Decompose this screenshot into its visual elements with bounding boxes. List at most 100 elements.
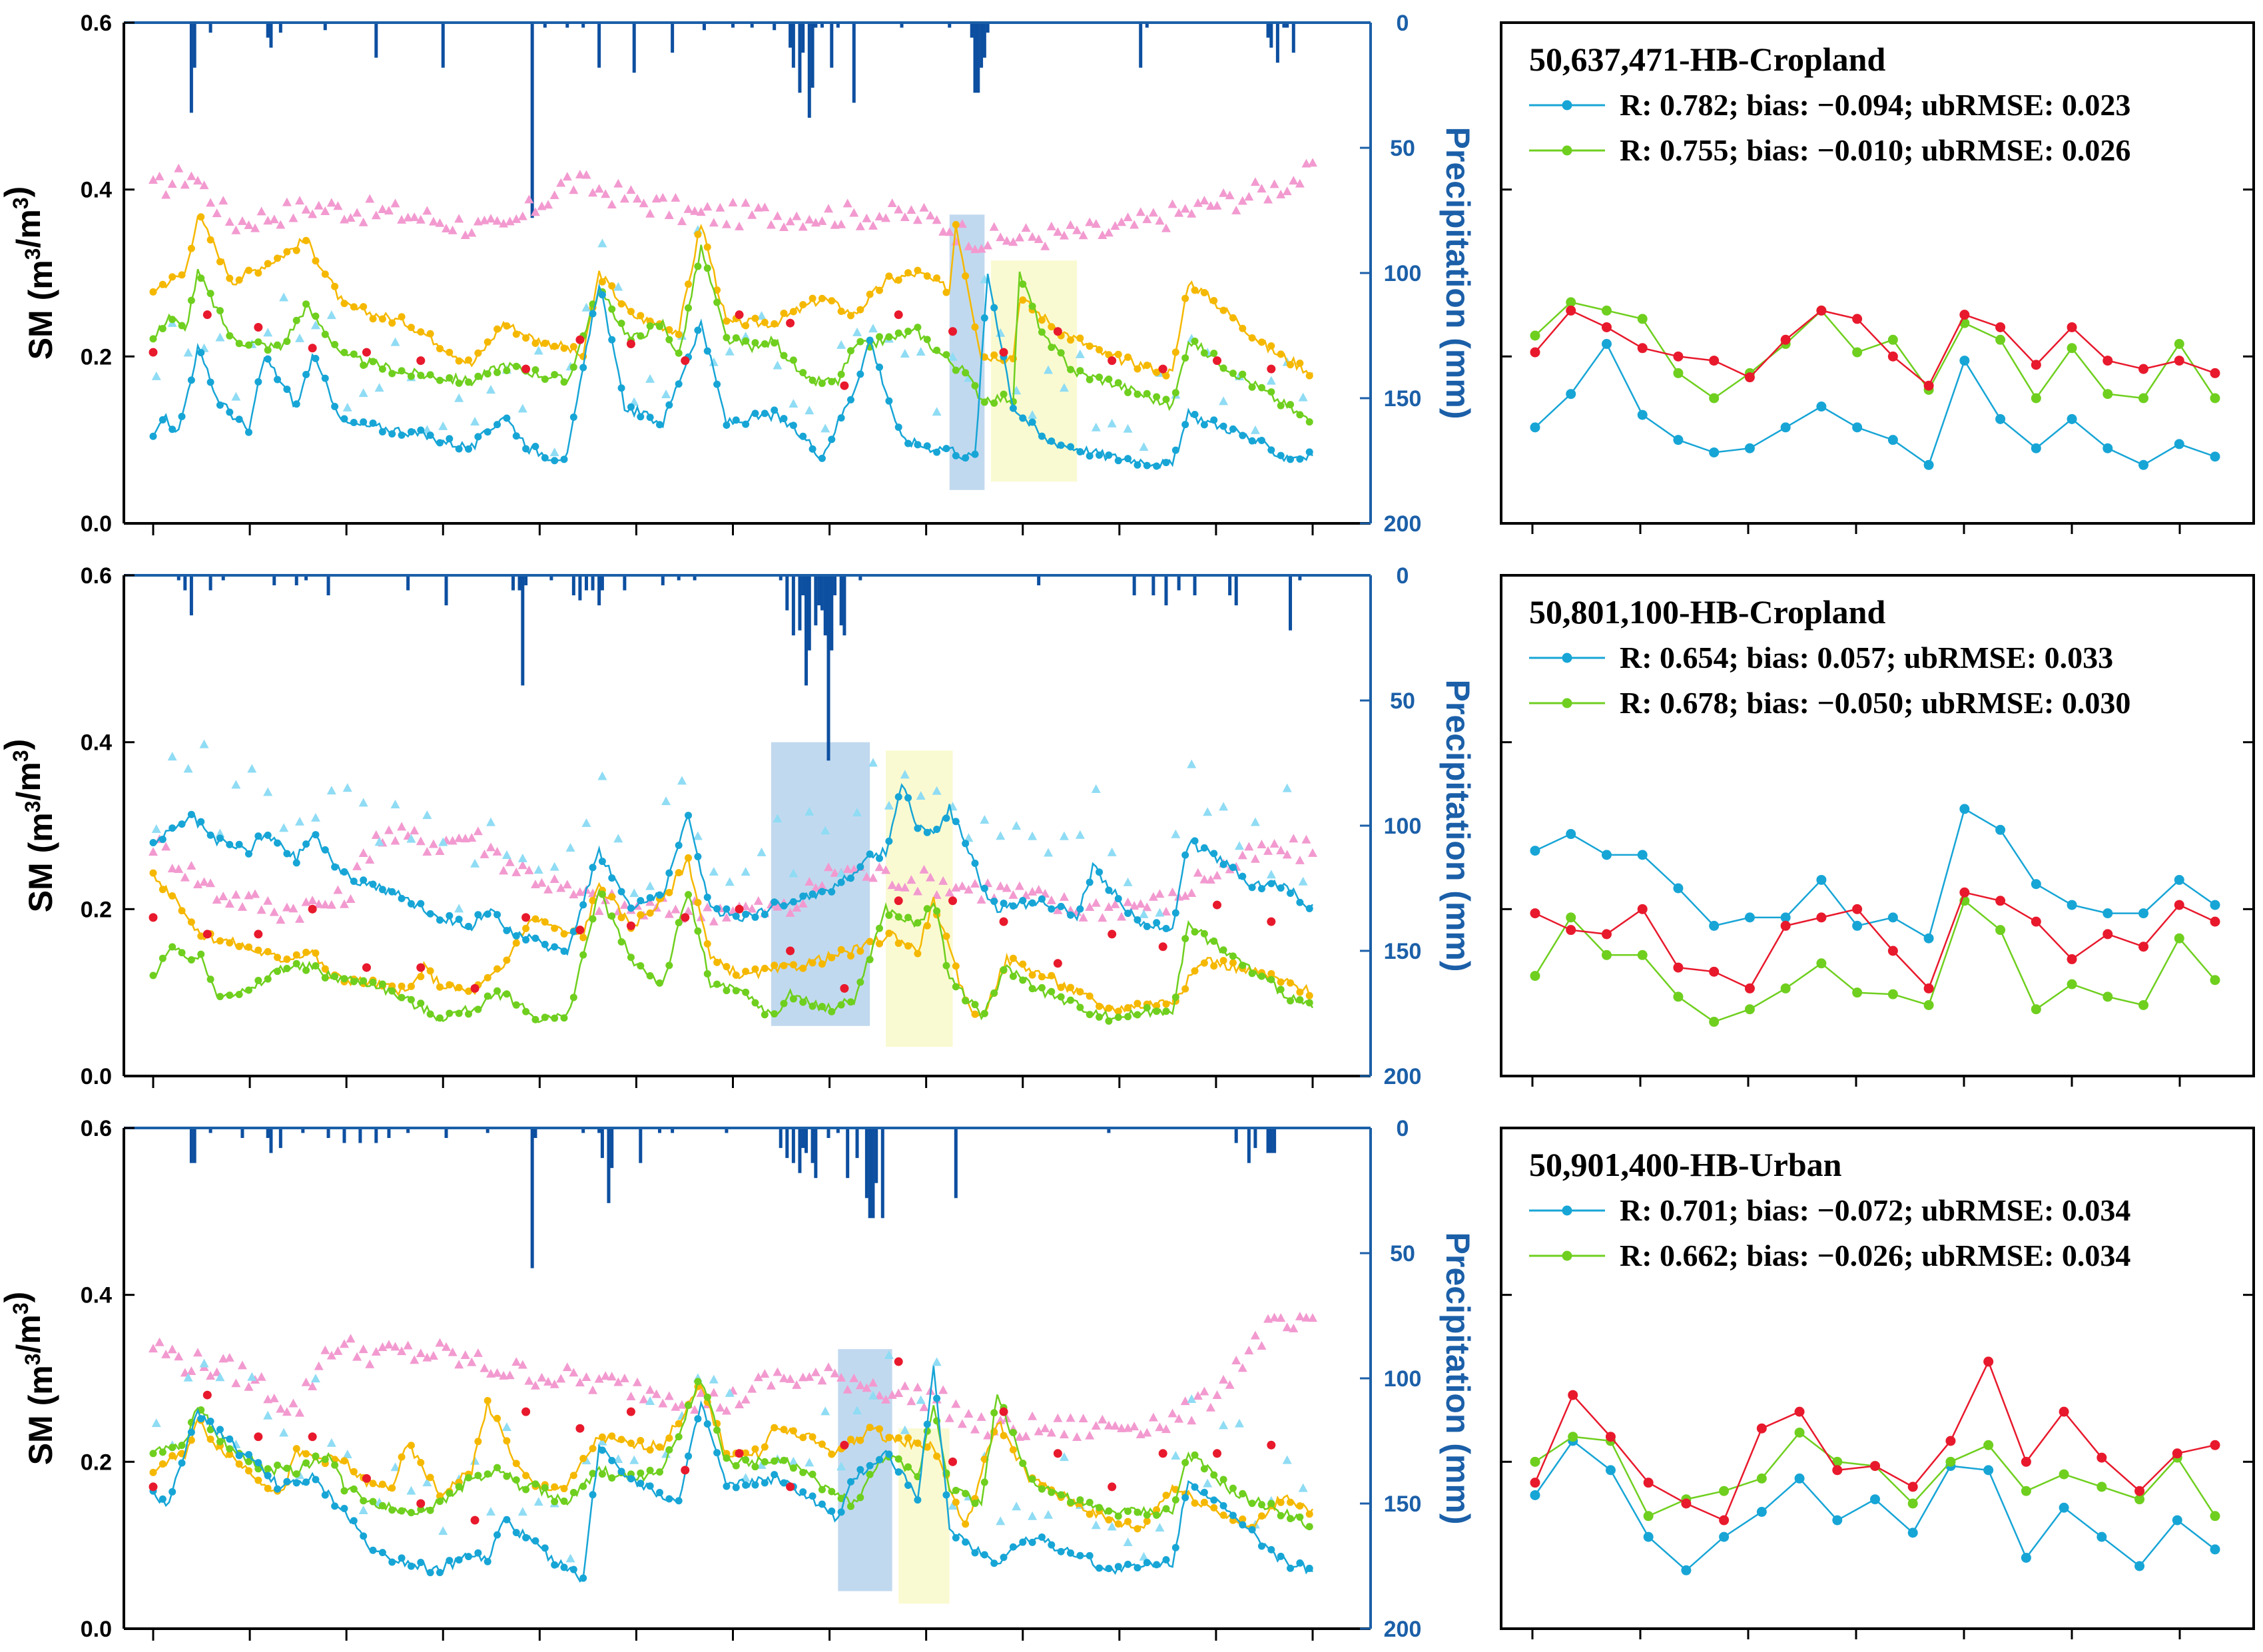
series-marker-orange (446, 981, 454, 989)
pink-triangle-marker (390, 836, 400, 845)
pink-triangle-marker (403, 1340, 413, 1350)
series-marker-orange (244, 1467, 252, 1475)
panel-series-marker (1601, 322, 1612, 332)
series-marker-green (780, 999, 788, 1007)
lightblue-triangle-marker (533, 346, 543, 355)
pink-triangle-marker (416, 214, 426, 224)
series-marker-blue (1210, 1496, 1218, 1504)
y2-tick-label: 0 (1397, 1116, 1409, 1141)
series-marker-orange (1038, 316, 1046, 324)
series-marker-green (283, 964, 291, 972)
precipitation-bar (358, 1128, 362, 1143)
pink-triangle-marker (339, 1339, 349, 1348)
series-marker-blue (560, 947, 568, 955)
precipitation-bar (779, 1128, 783, 1149)
precipitation-bar (1177, 575, 1181, 591)
observation-point (521, 364, 531, 374)
pink-triangle-marker (460, 1350, 470, 1359)
series-marker-green (1248, 969, 1256, 977)
pink-triangle-marker (326, 198, 336, 207)
pink-triangle-marker (849, 1373, 859, 1382)
series-marker-orange (1076, 334, 1084, 342)
series-marker-blue (589, 1491, 597, 1499)
panel-series-marker (1852, 347, 1863, 358)
precipitation-bar (814, 23, 818, 28)
series-marker-orange (484, 338, 491, 346)
series-marker-blue (703, 894, 711, 902)
pink-triangle-marker (511, 214, 521, 223)
lightblue-triangle-marker (231, 392, 241, 401)
series-marker-green (1143, 1003, 1151, 1011)
precipitation-bar (597, 1128, 601, 1133)
series-marker-green (885, 333, 893, 341)
precipitation-bar (1037, 575, 1041, 586)
series-marker-green (1000, 390, 1008, 398)
series-marker-green (1296, 411, 1304, 419)
series-marker-blue (1162, 924, 1170, 932)
panel-series-marker (2031, 360, 2041, 370)
series-marker-green (818, 1486, 826, 1494)
pink-triangle-marker (161, 842, 171, 851)
series-marker-blue (1191, 837, 1199, 845)
pink-triangle-marker (639, 198, 649, 208)
series-marker-green (1019, 976, 1027, 984)
series-marker-blue (407, 427, 415, 435)
pink-triangle-marker (1289, 1323, 1299, 1332)
series-marker-green (378, 1502, 386, 1510)
series-marker-blue (551, 1561, 559, 1569)
series-marker-blue (331, 1502, 339, 1510)
pink-triangle-marker (314, 1361, 324, 1370)
precipitation-bar (1298, 575, 1302, 581)
y2-tick-label: 50 (1390, 136, 1415, 161)
series-marker-blue (283, 386, 291, 394)
series-marker-orange (837, 946, 845, 954)
series-marker-green (1133, 1011, 1141, 1019)
series-marker-blue (569, 413, 577, 421)
lightblue-triangle-marker (693, 225, 703, 234)
precipitation-bar (597, 23, 601, 68)
observation-point (1053, 327, 1062, 336)
pink-triangle-marker (1104, 1420, 1114, 1430)
lightblue-triangle-marker (789, 399, 799, 408)
series-marker-orange (933, 1452, 941, 1460)
series-marker-orange (732, 971, 740, 979)
pink-triangle-marker (658, 1398, 668, 1408)
lightblue-triangle-marker (773, 360, 783, 370)
pink-triangle-marker (944, 888, 954, 897)
series-marker-orange (617, 1436, 625, 1444)
series-marker-green (426, 1506, 434, 1514)
series-marker-orange (742, 322, 750, 330)
series-marker-orange (226, 939, 234, 947)
series-marker-blue (637, 413, 645, 421)
series-marker-blue (914, 824, 922, 832)
precipitation-bar (657, 1128, 661, 1133)
series-marker-orange (637, 312, 645, 320)
lightblue-triangle-marker (167, 752, 177, 761)
series-marker-green (388, 987, 396, 995)
pink-triangle-marker (594, 184, 604, 193)
precipitation-bar (278, 1128, 282, 1149)
precipitation-bar (671, 23, 675, 53)
pink-triangle-marker (467, 833, 477, 842)
series-marker-green (531, 366, 539, 374)
pink-triangle-marker (517, 1360, 527, 1369)
pink-triangle-marker (1180, 204, 1190, 213)
observation-point (362, 963, 371, 972)
series-marker-green (436, 1498, 444, 1506)
pink-triangle-marker (664, 210, 674, 219)
pink-triangle-marker (1014, 232, 1024, 242)
series-marker-blue (771, 406, 779, 414)
pink-triangle-marker (792, 903, 802, 912)
panel-series-marker (2174, 933, 2184, 944)
pink-triangle-marker (1135, 207, 1145, 216)
panel-series-marker (1681, 1498, 1692, 1509)
pink-triangle-marker (485, 1368, 495, 1378)
pink-triangle-marker (881, 213, 891, 222)
series-marker-blue (1124, 455, 1132, 463)
y-tick-label: 0.4 (81, 1283, 112, 1308)
series-marker-blue (1143, 922, 1151, 930)
panel-series-marker (2102, 356, 2113, 366)
series-marker-green (675, 919, 683, 927)
series-marker-orange (665, 1434, 673, 1442)
series-marker-blue (398, 431, 406, 439)
